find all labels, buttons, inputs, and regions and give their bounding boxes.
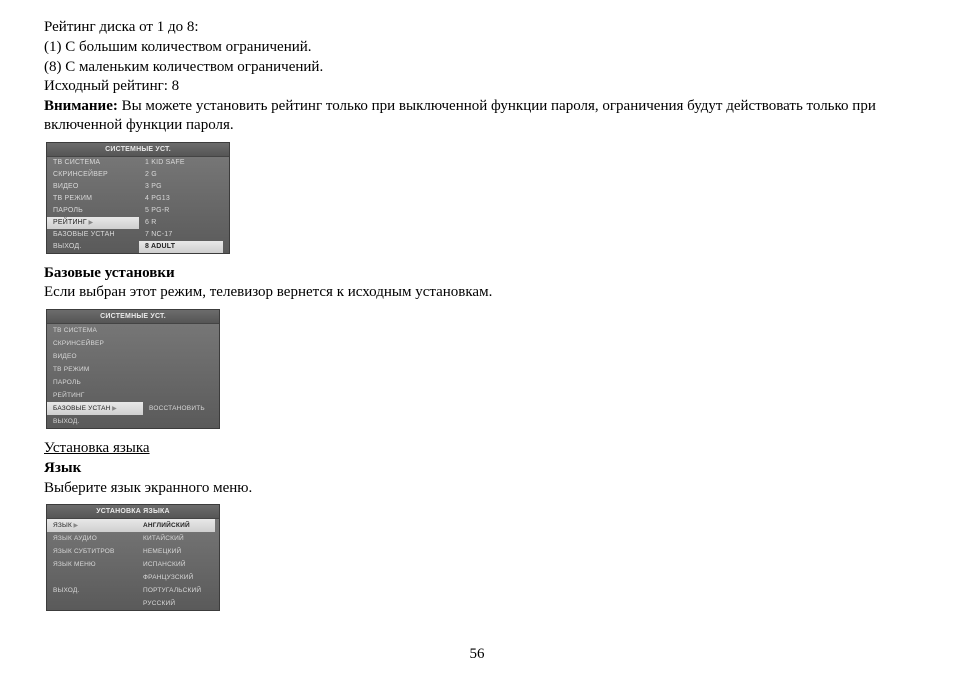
osd-rating-menu: СИСТЕМНЫЕ УСТ. ТВ СИСТЕМАСКРИНСЕЙВЕРВИДЕ…	[46, 142, 230, 254]
section-heading-basic: Базовые установки	[44, 264, 910, 283]
osd-menu-item	[143, 324, 215, 337]
osd-menu-item: РУССКИЙ	[137, 597, 215, 610]
osd-menu-item	[143, 337, 215, 350]
page-number: 56	[0, 646, 954, 663]
osd-menu-item: ЯЗЫК МЕНЮ	[47, 558, 137, 571]
osd-menu-item: 7 NC-17	[139, 229, 223, 241]
attention-label: Внимание:	[44, 98, 118, 114]
osd-menu-item: ТВ СИСТЕМА	[47, 324, 143, 337]
body-text: Выберите язык экранного меню.	[44, 479, 910, 498]
osd-menu-item: 8 ADULT	[139, 241, 223, 253]
osd-basic-settings-menu: СИСТЕМНЫЕ УСТ. ТВ СИСТЕМАСКРИНСЕЙВЕРВИДЕ…	[46, 309, 220, 429]
body-text: Если выбран этот режим, телевизор вернет…	[44, 283, 910, 302]
osd-menu-item: 5 PG-R	[139, 205, 223, 217]
osd-menu-item: ВИДЕО	[47, 350, 143, 363]
osd-menu-item: АНГЛИЙСКИЙ	[137, 519, 215, 532]
osd-menu-item	[143, 363, 215, 376]
osd-menu-item	[47, 597, 137, 610]
osd-menu-item: ЯЗЫК АУДИО	[47, 532, 137, 545]
osd-menu-item: 3 PG	[139, 181, 223, 193]
osd-menu-item: 6 R	[139, 217, 223, 229]
attention-note: Внимание: Вы можете установить рейтинг т…	[44, 97, 910, 135]
osd-menu-item: СКРИНСЕЙВЕР	[47, 337, 143, 350]
osd-menu-item: ТВ РЕЖИМ	[47, 193, 139, 205]
osd-menu-item: ВИДЕО	[47, 181, 139, 193]
osd-menu-item: ЯЗЫК▶	[47, 519, 137, 532]
body-text: Рейтинг диска от 1 до 8:	[44, 18, 910, 37]
osd-menu-item	[143, 415, 215, 428]
osd-menu-item: ПАРОЛЬ	[47, 205, 139, 217]
osd-menu-item: ПОРТУГАЛЬСКИЙ	[137, 584, 215, 597]
osd-menu-item: КИТАЙСКИЙ	[137, 532, 215, 545]
osd-menu-item	[143, 389, 215, 402]
osd-menu-item: БАЗОВЫЕ УСТАН	[47, 229, 139, 241]
page-content: Рейтинг диска от 1 до 8: (1) С большим к…	[0, 0, 954, 621]
osd-menu-item: ФРАНЦУЗСКИЙ	[137, 571, 215, 584]
osd-language-menu: УСТАНОВКА ЯЗЫКА ЯЗЫК▶ЯЗЫК АУДИОЯЗЫК СУБТ…	[46, 504, 220, 611]
osd-menu-item: 2 G	[139, 169, 223, 181]
osd-menu-item: РЕЙТИНГ▶	[47, 217, 139, 229]
osd-menu-item: ТВ СИСТЕМА	[47, 157, 139, 169]
section-heading-lang-underline: Установка языка	[44, 439, 910, 458]
osd-menu-item: ТВ РЕЖИМ	[47, 363, 143, 376]
osd-title: СИСТЕМНЫЕ УСТ.	[47, 310, 219, 324]
osd-menu-item: ЯЗЫК СУБТИТРОВ	[47, 545, 137, 558]
osd-menu-item	[143, 350, 215, 363]
osd-menu-item: ИСПАНСКИЙ	[137, 558, 215, 571]
osd-menu-item: ВЫХОД.	[47, 241, 139, 253]
osd-menu-item: ПАРОЛЬ	[47, 376, 143, 389]
osd-menu-item: РЕЙТИНГ	[47, 389, 143, 402]
attention-body: Вы можете установить рейтинг только при …	[44, 98, 876, 133]
osd-title: УСТАНОВКА ЯЗЫКА	[47, 505, 219, 519]
osd-menu-item: БАЗОВЫЕ УСТАН▶	[47, 402, 143, 415]
osd-menu-item: НЕМЕЦКИЙ	[137, 545, 215, 558]
body-text: Исходный рейтинг: 8	[44, 77, 910, 96]
osd-menu-item: ВОССТАНОВИТЬ	[143, 402, 215, 415]
osd-menu-item: СКРИНСЕЙВЕР	[47, 169, 139, 181]
osd-menu-item: ВЫХОД.	[47, 584, 137, 597]
osd-menu-item: ВЫХОД.	[47, 415, 143, 428]
osd-menu-item	[47, 571, 137, 584]
osd-menu-item	[143, 376, 215, 389]
osd-title: СИСТЕМНЫЕ УСТ.	[47, 143, 229, 157]
section-heading-lang: Язык	[44, 459, 910, 478]
body-text: (8) С маленьким количеством ограничений.	[44, 58, 910, 77]
osd-menu-item: 4 PG13	[139, 193, 223, 205]
osd-menu-item: 1 KID SAFE	[139, 157, 223, 169]
body-text: (1) С большим количеством ограничений.	[44, 38, 910, 57]
